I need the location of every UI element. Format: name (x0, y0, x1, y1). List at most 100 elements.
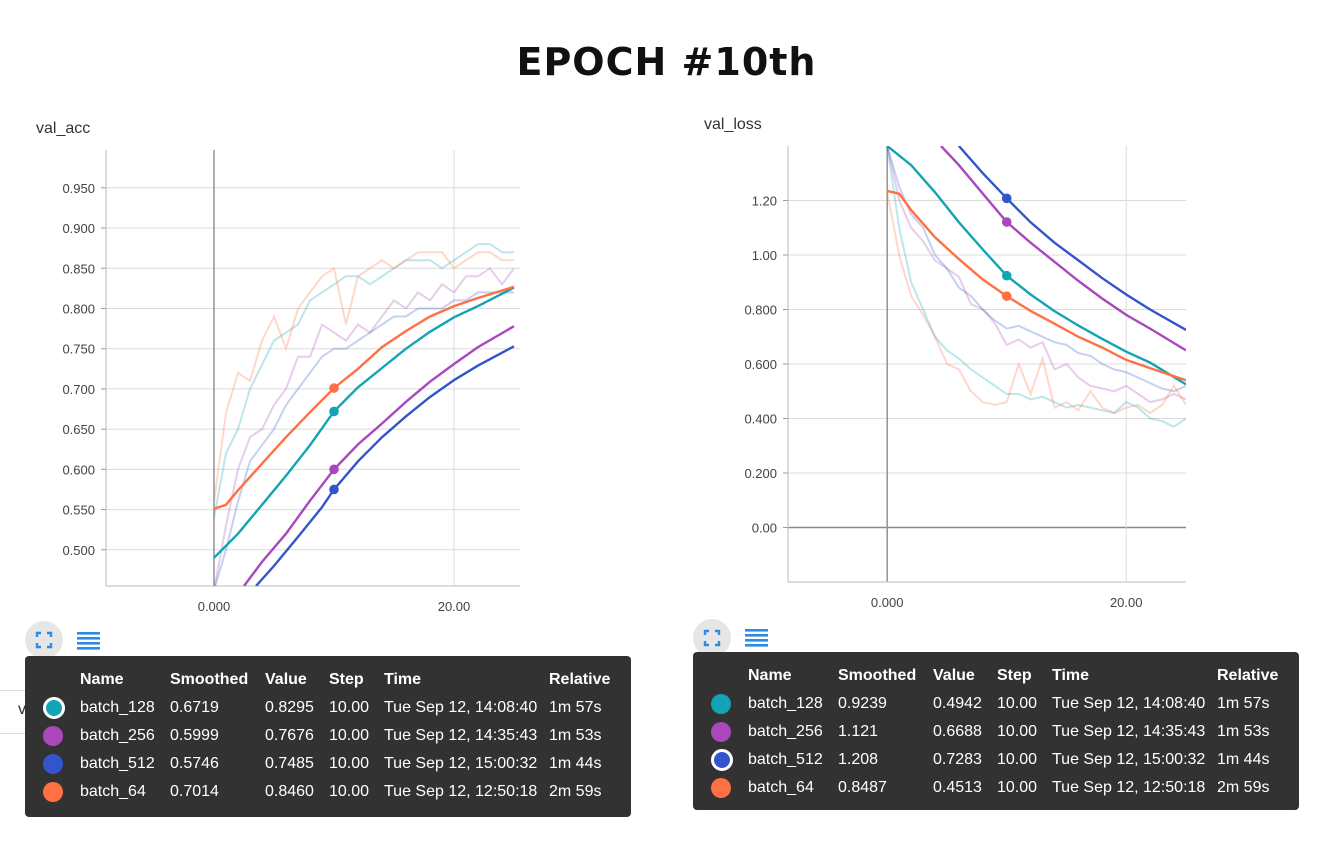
row-time: Tue Sep 12, 14:35:43 (384, 727, 538, 744)
tooltip-row: batch_64 0.7014 0.8460 10.00 Tue Sep 12,… (43, 778, 619, 806)
y-tick-label: 0.600 (744, 357, 777, 372)
y-tick-label: 1.20 (752, 194, 777, 209)
row-value: 0.4513 (933, 779, 982, 796)
row-relative: 1m 57s (1217, 695, 1270, 712)
row-time: Tue Sep 12, 15:00:32 (384, 755, 538, 772)
hover-marker-batch-256 (1001, 217, 1012, 227)
y-tick-label: 1.00 (752, 248, 777, 263)
raw-line-batch-64 (213, 251, 514, 502)
row-step: 10.00 (997, 723, 1038, 740)
smoothed-line-batch-512[interactable] (255, 345, 515, 586)
fit-domain-button-right[interactable] (693, 619, 731, 657)
color-header (711, 662, 748, 690)
smoothed-line-batch-512[interactable] (957, 146, 1186, 331)
val-acc-chart[interactable]: 0.500 0.550 0.600 0.650 0.700 0.750 0.800 0.850… (0, 140, 560, 620)
header-name: Name (80, 671, 124, 688)
row-time: Tue Sep 12, 12:50:18 (1052, 779, 1206, 796)
series-color-dot (43, 782, 63, 802)
hover-marker-batch-256 (329, 464, 339, 475)
row-relative: 1m 57s (549, 699, 602, 716)
row-name: batch_64 (748, 779, 814, 796)
row-relative: 2m 59s (1217, 779, 1270, 796)
y-tick-label: 0.00 (752, 521, 777, 536)
y-tick-label: 0.900 (62, 221, 95, 236)
hover-marker-batch-64 (1001, 291, 1012, 301)
row-smoothed: 0.7014 (170, 783, 219, 800)
y-tick-label: 0.950 (62, 181, 95, 196)
row-time: Tue Sep 12, 12:50:18 (384, 783, 538, 800)
header-step: Step (329, 671, 364, 688)
smoothed-line-batch-256[interactable] (940, 146, 1186, 352)
hover-marker-batch-128 (329, 406, 339, 417)
header-step: Step (997, 667, 1032, 684)
series-color-dot (43, 697, 65, 719)
row-value: 0.7283 (933, 751, 982, 768)
fullscreen-icon (35, 631, 53, 649)
x-tick-label: 20.00 (438, 599, 471, 614)
row-name: batch_256 (80, 727, 155, 744)
tooltip-val-loss: Name Smoothed Value Step Time Relative b… (693, 652, 1299, 810)
y-tick-label: 0.850 (62, 261, 95, 276)
row-relative: 1m 53s (549, 727, 602, 744)
y-tick-label: 0.800 (62, 301, 95, 316)
row-relative: 1m 44s (1217, 751, 1270, 768)
smoothed-line-batch-64[interactable] (886, 189, 1186, 382)
row-time: Tue Sep 12, 14:08:40 (1052, 695, 1206, 712)
toggle-legend-button[interactable] (76, 628, 102, 654)
header-smoothed: Smoothed (838, 667, 917, 684)
tooltip-row: batch_256 1.121 0.6688 10.00 Tue Sep 12,… (711, 718, 1287, 746)
row-value: 0.7676 (265, 727, 314, 744)
val-loss-chart[interactable]: 0.00 0.200 0.400 0.600 0.800 1.00 1.20 0.000 20.… (670, 136, 1230, 616)
smoothed-line-batch-128[interactable] (213, 286, 515, 559)
raw-line-batch-128 (886, 146, 1186, 428)
row-relative: 1m 53s (1217, 723, 1270, 740)
y-tick-label: 0.600 (62, 462, 95, 477)
page-title: EPOCH #10th (516, 40, 817, 84)
y-tick-label: 0.200 (744, 466, 777, 481)
tooltip-row: batch_256 0.5999 0.7676 10.00 Tue Sep 12… (43, 722, 619, 750)
x-tick-label: 0.000 (198, 599, 231, 614)
toggle-legend-button-right[interactable] (744, 625, 770, 651)
series-color-dot (711, 749, 733, 771)
smoothed-line-batch-128[interactable] (886, 146, 1186, 386)
row-smoothed: 0.8487 (838, 779, 887, 796)
y-tick-label: 0.750 (62, 342, 95, 357)
tooltip-row: batch_512 0.5746 0.7485 10.00 Tue Sep 12… (43, 750, 619, 778)
smoothed-line-batch-64[interactable] (213, 285, 515, 510)
chart-title-val-acc: val_acc (36, 120, 91, 137)
series-color-dot (711, 778, 731, 798)
row-step: 10.00 (997, 779, 1038, 796)
fit-domain-button[interactable] (25, 621, 63, 659)
chart-title-val-loss: val_loss (704, 116, 762, 133)
row-step: 10.00 (997, 751, 1038, 768)
series-color-dot (711, 722, 731, 742)
header-value: Value (265, 671, 307, 688)
row-relative: 1m 44s (549, 755, 602, 772)
x-tick-label: 20.00 (1110, 595, 1143, 610)
hover-marker-batch-128 (1001, 270, 1012, 281)
y-tick-label: 0.550 (62, 503, 95, 518)
hover-marker-batch-512 (1001, 193, 1012, 204)
header-value: Value (933, 667, 975, 684)
list-icon (745, 629, 768, 647)
y-tick-label: 0.800 (744, 303, 777, 318)
row-smoothed: 0.5746 (170, 755, 219, 772)
row-time: Tue Sep 12, 14:08:40 (384, 699, 538, 716)
row-smoothed: 1.208 (838, 751, 879, 768)
row-step: 10.00 (997, 695, 1038, 712)
raw-line-batch-128 (213, 243, 514, 518)
y-tick-label: 0.650 (62, 422, 95, 437)
list-icon (77, 632, 100, 650)
smoothed-line-batch-256[interactable] (243, 325, 515, 586)
header-smoothed: Smoothed (170, 671, 249, 688)
y-tick-label: 0.700 (62, 382, 95, 397)
tooltip-row: batch_64 0.8487 0.4513 10.00 Tue Sep 12,… (711, 774, 1287, 802)
row-step: 10.00 (329, 755, 370, 772)
tooltip-row: batch_128 0.6719 0.8295 10.00 Tue Sep 12… (43, 694, 619, 722)
y-tick-label: 0.500 (62, 543, 95, 558)
row-relative: 2m 59s (549, 783, 602, 800)
row-step: 10.00 (329, 783, 370, 800)
row-smoothed: 0.5999 (170, 727, 219, 744)
header-time: Time (1052, 667, 1090, 684)
series-color-dot (43, 726, 63, 746)
